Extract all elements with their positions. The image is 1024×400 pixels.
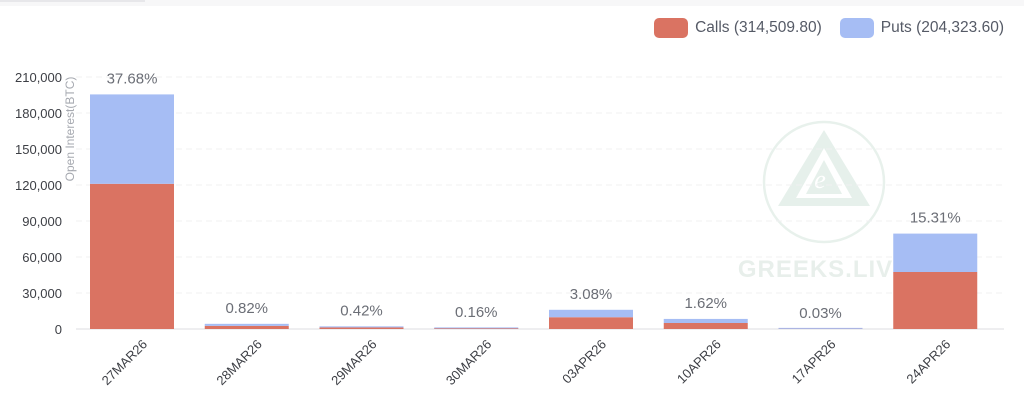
bar-calls-27mar26	[90, 183, 174, 329]
y-tick-label: 180,000	[15, 106, 62, 121]
bar-calls-03apr26	[549, 317, 633, 329]
data-label-27mar26: 37.68%	[107, 70, 158, 87]
x-tick-label: 28MAR26	[213, 337, 264, 388]
data-label-10apr26: 1.62%	[684, 295, 727, 312]
y-tick-label: 150,000	[15, 142, 62, 157]
x-tick-label: 03APR26	[559, 337, 609, 387]
bar-calls-24apr26	[893, 272, 978, 329]
x-axis-ticks: 27MAR26 28MAR26 29MAR26 30MAR26 03APR26 10APR…	[99, 337, 954, 388]
bar-calls-28mar26	[204, 325, 289, 329]
y-tick-label: 210,000	[15, 70, 62, 85]
bar-puts-10apr26	[663, 318, 748, 323]
bar-calls-29mar26	[319, 327, 404, 329]
legend-label-calls: Calls (314,509.80)	[695, 19, 822, 36]
y-axis-label: Open Interest(BTC)	[63, 77, 77, 182]
y-tick-label: 60,000	[22, 250, 62, 265]
data-label-24apr26: 15.31%	[910, 210, 961, 227]
legend-item-calls[interactable]: Calls (314,509.80)	[654, 18, 822, 38]
top-divider	[0, 0, 1024, 6]
data-label-28mar26: 0.82%	[225, 300, 268, 317]
y-axis-ticks: 0 30,000 60,000 90,000 120,000 150,000 180,000…	[15, 70, 62, 337]
bar-puts-17apr26	[778, 327, 863, 329]
bar-puts-29mar26	[319, 326, 404, 328]
bar-calls-10apr26	[663, 323, 748, 329]
legend-item-puts[interactable]: Puts (204,323.60)	[839, 18, 1004, 38]
x-tick-label: 24APR26	[903, 337, 953, 387]
x-tick-label: 10APR26	[674, 337, 724, 387]
bar-puts-30mar26	[434, 327, 519, 329]
x-tick-label: 29MAR26	[328, 337, 379, 388]
greeks-live-logo: e	[762, 120, 886, 244]
y-tick-label: 120,000	[15, 178, 62, 193]
svg-text:e: e	[814, 165, 826, 194]
y-tick-label: 0	[55, 322, 62, 337]
y-tick-label: 90,000	[22, 214, 62, 229]
legend-swatch-puts	[839, 18, 874, 38]
x-tick-label: 30MAR26	[443, 337, 494, 388]
bar-puts-28mar26	[204, 323, 289, 326]
data-label-17apr26: 0.03%	[799, 305, 842, 322]
legend: Calls (314,509.80) Puts (204,323.60)	[654, 18, 1004, 38]
watermark-text: GREEKS.LIVE	[738, 256, 910, 283]
data-label-30mar26: 0.16%	[455, 304, 498, 321]
data-labels: 37.68% 0.82% 0.42% 0.16% 3.08% 1.62% 0.03% 15.3…	[107, 70, 961, 321]
legend-label-puts: Puts (204,323.60)	[880, 19, 1004, 36]
bar-calls-30mar26	[434, 328, 519, 329]
bar-puts-03apr26	[549, 309, 633, 318]
legend-swatch-calls	[654, 18, 689, 38]
bar-puts-24apr26	[893, 233, 978, 272]
data-label-03apr26: 3.08%	[570, 286, 613, 303]
bar-puts-27mar26	[90, 94, 174, 184]
data-label-29mar26: 0.42%	[340, 302, 383, 319]
top-divider-segment	[0, 0, 145, 2]
x-tick-label: 17APR26	[789, 337, 839, 387]
bar-series	[90, 94, 978, 329]
y-tick-label: 30,000	[22, 286, 62, 301]
watermark: e GREEKS.LIVE	[738, 120, 910, 283]
x-tick-label: 27MAR26	[99, 337, 150, 388]
